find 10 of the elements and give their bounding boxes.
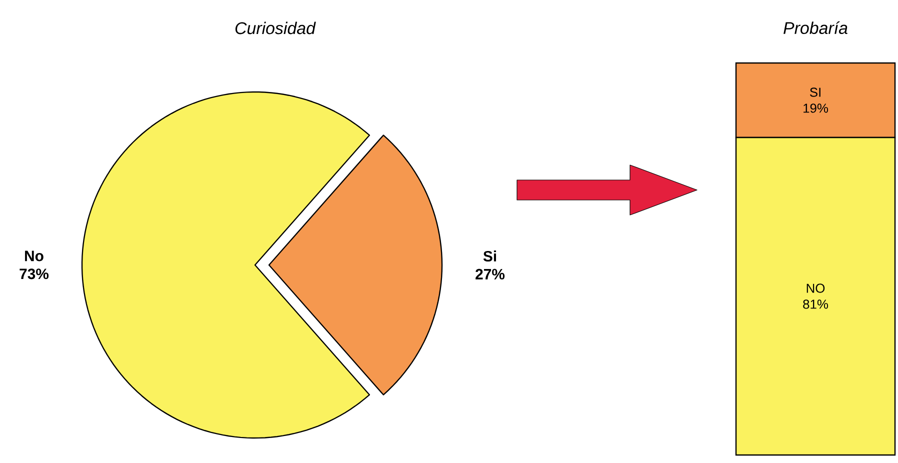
- series-label: NO: [806, 284, 825, 293]
- data-label: 73%: [20, 268, 49, 280]
- chart-title: Probaría: [784, 21, 848, 34]
- data-label: 27%: [476, 268, 505, 280]
- data-label: 81%: [803, 300, 828, 309]
- data-label: 19%: [804, 104, 828, 113]
- series-label: SI: [810, 88, 820, 97]
- slice-label: No: [25, 250, 44, 262]
- slice-label: Si: [483, 250, 496, 262]
- chart-title: Curiosidad: [235, 22, 316, 34]
